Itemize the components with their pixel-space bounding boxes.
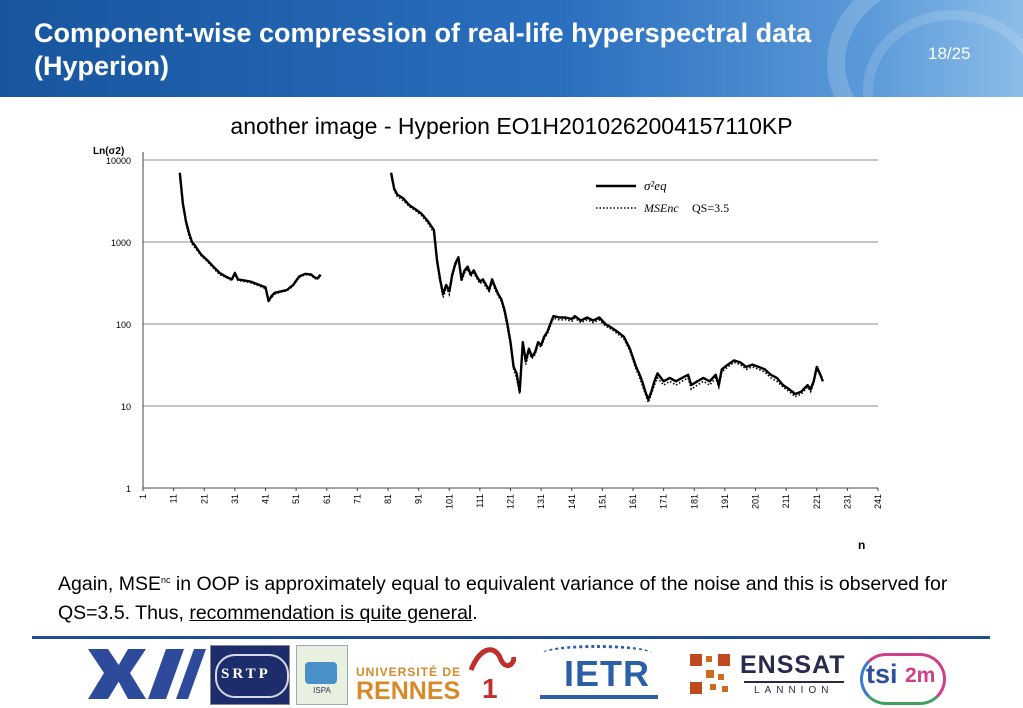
- x-tick-label: 91: [414, 494, 424, 504]
- x-tick-label: 81: [383, 494, 393, 504]
- universite-rennes-logo: UNIVERSITÉ DE RENNES 1: [356, 645, 516, 705]
- x-tick-label: 121: [506, 494, 516, 509]
- rennes-line2: RENNES: [356, 677, 461, 705]
- srtp-text: SRTP: [221, 666, 271, 682]
- page-number: 18/25: [928, 44, 971, 63]
- x-tick-label: 61: [322, 494, 332, 504]
- enssat-logo: ENSSAT LANNION: [740, 645, 848, 703]
- ietr-text: IETR: [564, 653, 651, 694]
- x-tick-label: 181: [689, 494, 699, 509]
- series-sigma-eq-line: [389, 172, 825, 401]
- x-tick-label: 171: [659, 494, 669, 509]
- x-tick-label: 231: [842, 494, 852, 509]
- slide-caption: Again, MSEnc in OOP is approximately equ…: [58, 566, 958, 628]
- tsi-text: tsi: [866, 659, 898, 689]
- legend-label-sigma: σ²eq: [644, 178, 667, 193]
- y-tick-label: 1000: [111, 238, 131, 248]
- x-tick-label: 221: [812, 494, 822, 509]
- legend-qs-note: QS=3.5: [692, 201, 729, 215]
- x-tick-label: 161: [628, 494, 638, 509]
- rennes-emblem-icon: [468, 647, 516, 672]
- x-tick-label: 51: [291, 494, 301, 504]
- footer-rule: [32, 636, 990, 639]
- caption-text-2: in OOP is approximately equal to equival…: [58, 573, 948, 624]
- y-tick-label: 10: [121, 402, 131, 412]
- x-tick-label: 241: [873, 494, 883, 509]
- caption-underlined: recommendation is quite general: [189, 602, 473, 624]
- rennes-line1: UNIVERSITÉ DE: [356, 665, 462, 679]
- chart-subtitle: another image - Hyperion EO1H20102620041…: [230, 113, 793, 139]
- x-tick-label: 211: [781, 494, 791, 508]
- caption-text-3: .: [472, 602, 478, 624]
- ispa-text: ISPA: [313, 686, 331, 695]
- slide-header: Component-wise compression of real-life …: [0, 0, 1023, 97]
- y-axis-label: Ln(σ2): [93, 146, 124, 157]
- y-tick-label: 1: [126, 484, 131, 494]
- slide-title: Component-wise compression of real-life …: [34, 18, 812, 81]
- x-tick-label: 21: [199, 494, 209, 504]
- ispa-logo: ISPA: [296, 645, 348, 705]
- caption-text-1: Again, MSE: [58, 573, 161, 595]
- x-tick-label: 101: [444, 494, 454, 509]
- tsi2m-logo: tsi 2m: [860, 645, 946, 705]
- x-tick-label: 31: [230, 494, 240, 504]
- x-tick-label: 1: [138, 494, 148, 499]
- legend-label-msenc: MSEnc: [643, 201, 679, 215]
- x-tick-label: 131: [536, 494, 546, 509]
- footer-logos: SRTP ISPA UNIVERSITÉ DE RENNES 1 IETR EN…: [88, 643, 948, 705]
- rennes-number: 1: [482, 673, 498, 704]
- xlim-logo: [88, 649, 206, 699]
- y-tick-label: 10000: [106, 156, 131, 166]
- x-tick-label: 191: [720, 494, 730, 509]
- enssat-text: ENSSAT: [740, 651, 846, 679]
- x-tick-label: 71: [352, 494, 362, 504]
- series-msenc-line: [390, 175, 824, 405]
- x-tick-label: 111: [475, 494, 485, 508]
- tsi2m-suffix: 2m: [905, 664, 936, 687]
- qr-code-icon: [688, 652, 732, 696]
- srtp-logo: SRTP: [210, 645, 290, 705]
- x-tick-label: 201: [751, 494, 761, 509]
- caption-superscript: nc: [160, 575, 171, 585]
- y-tick-label: 100: [116, 320, 131, 330]
- x-axis-label: n: [858, 538, 865, 552]
- x-tick-label: 41: [261, 494, 271, 504]
- x-tick-label: 11: [169, 494, 179, 503]
- x-tick-label: 141: [567, 494, 577, 509]
- series-sigma-eq-line: [178, 172, 322, 303]
- series-msenc-line: [179, 175, 322, 301]
- ietr-logo: IETR: [536, 645, 662, 703]
- lannion-text: LANNION: [754, 685, 834, 696]
- x-tick-label: 151: [597, 494, 607, 509]
